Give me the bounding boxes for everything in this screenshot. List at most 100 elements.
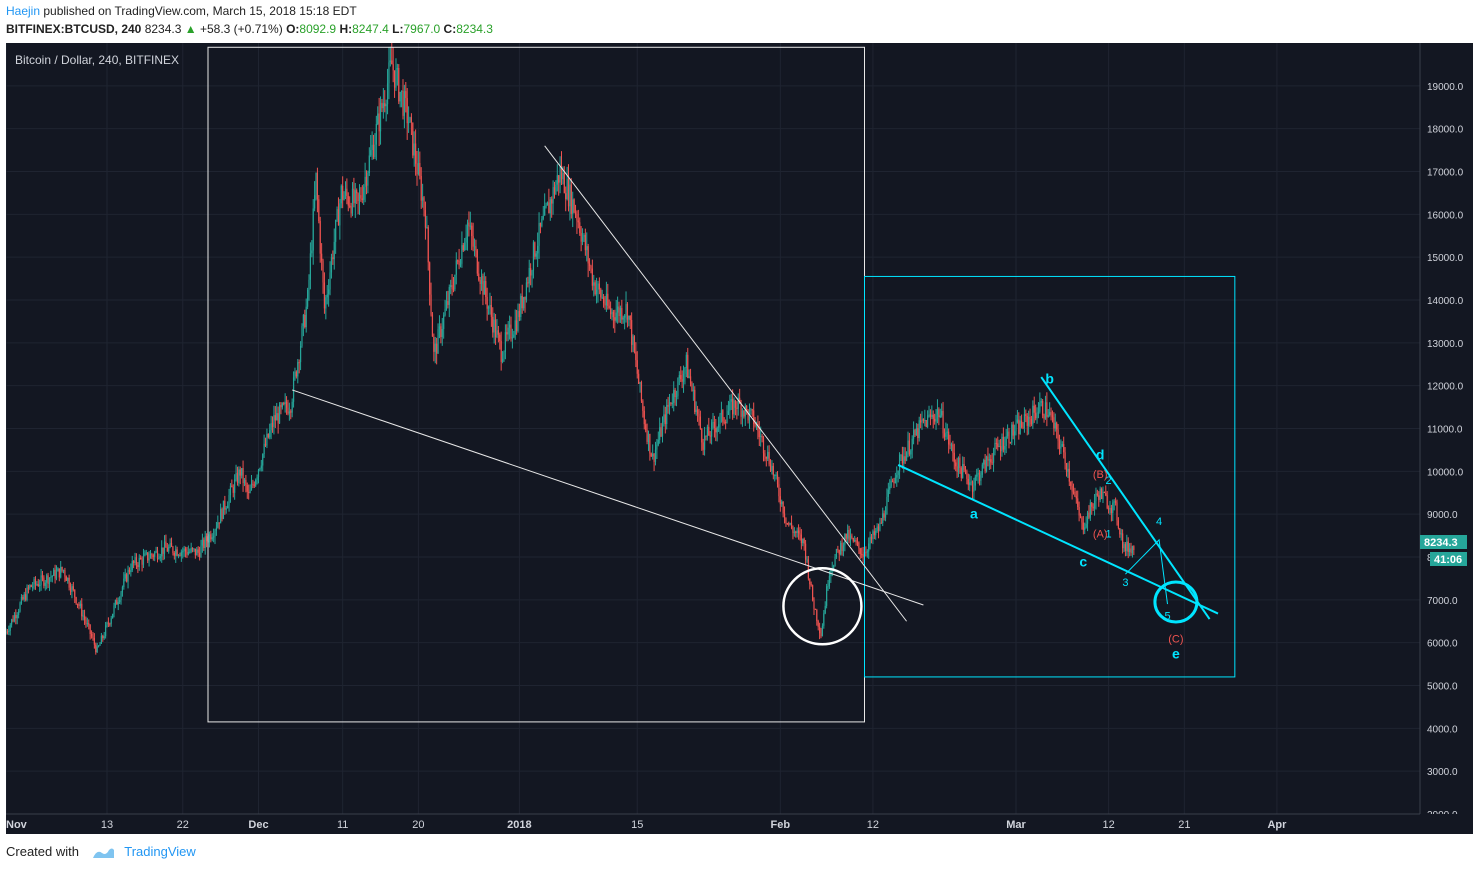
candle-body — [205, 536, 208, 542]
candle-body — [1002, 436, 1004, 450]
candle-body — [400, 90, 403, 92]
wave-label-4: 4 — [1156, 516, 1162, 528]
candle-body — [710, 422, 713, 437]
candle-body — [893, 481, 895, 484]
candle-body — [783, 513, 786, 518]
price-axis[interactable] — [1420, 43, 1473, 814]
candle-body — [820, 633, 822, 637]
candle-body — [353, 188, 355, 204]
candle-body — [508, 324, 511, 328]
candle-body — [220, 509, 222, 524]
candle-body — [358, 195, 361, 201]
candle-body — [992, 452, 995, 463]
candle-body — [103, 636, 105, 639]
candle-body — [500, 341, 502, 362]
candle-body — [605, 293, 607, 306]
candle-body — [647, 433, 650, 442]
candle-body — [799, 533, 801, 535]
candle-body — [837, 548, 839, 550]
time-axis[interactable] — [6, 814, 1420, 834]
candle-body — [656, 444, 658, 450]
candle-body — [999, 446, 1002, 452]
candle-body — [978, 472, 981, 481]
candle-body — [775, 474, 777, 476]
candle-body — [774, 474, 776, 476]
candle-body — [652, 453, 654, 457]
chart-area[interactable]: 2000.03000.04000.05000.06000.07000.08000… — [6, 43, 1473, 834]
candle-body — [924, 420, 926, 422]
candle-body — [530, 267, 532, 276]
candle-body — [225, 508, 227, 510]
author-link[interactable]: Haejin — [6, 4, 41, 18]
candle-body — [510, 324, 512, 339]
candle-body — [124, 574, 126, 579]
candle-body — [172, 546, 174, 554]
candle-body — [524, 296, 526, 300]
candle-body — [335, 220, 337, 242]
candle-body — [1019, 420, 1021, 435]
candle-body — [228, 495, 230, 506]
candle-body — [493, 319, 495, 333]
candle-body — [757, 424, 759, 431]
candle-body — [311, 250, 313, 254]
candle-body — [263, 443, 265, 455]
candle-body — [113, 605, 115, 614]
tradingview-link[interactable]: TradingView — [124, 844, 196, 859]
candle-body — [409, 117, 411, 123]
candle-body — [922, 418, 925, 421]
candle-body — [203, 539, 205, 548]
candle-body — [86, 623, 88, 625]
candle-body — [395, 69, 397, 88]
candle-body — [137, 564, 139, 568]
candle-body — [793, 531, 795, 533]
candle-body — [120, 592, 122, 600]
candle-body — [600, 289, 602, 298]
candle-body — [249, 489, 251, 494]
candle-body — [162, 547, 164, 554]
candle-body — [465, 236, 467, 243]
candle-body — [1005, 436, 1007, 446]
candle-body — [328, 289, 330, 295]
candle-body — [445, 301, 448, 310]
y-tick-label: 19000.0 — [1427, 82, 1464, 93]
candle-body — [186, 551, 188, 555]
candle-body — [964, 469, 967, 472]
candle-body — [723, 421, 725, 423]
candle-body — [699, 416, 701, 429]
candle-body — [57, 568, 59, 572]
candle-body — [1037, 411, 1040, 415]
candle-body — [959, 457, 961, 468]
candle-body — [499, 334, 501, 342]
candle-body — [1107, 508, 1110, 510]
candle-body — [562, 173, 564, 180]
candle-body — [46, 575, 48, 583]
candle-body — [712, 421, 714, 423]
candle-body — [703, 435, 706, 450]
candle-body — [826, 586, 828, 606]
price-chart[interactable]: 2000.03000.04000.05000.06000.07000.08000… — [6, 43, 1473, 834]
candle-body — [102, 635, 104, 639]
candle-body — [75, 597, 77, 604]
candle-body — [920, 420, 922, 423]
candle-body — [173, 553, 175, 556]
candle-body — [321, 253, 323, 261]
candle-body — [165, 541, 167, 548]
candle-body — [847, 529, 849, 539]
candle-body — [457, 260, 459, 262]
candle-body — [119, 599, 121, 603]
candle-body — [974, 476, 976, 486]
candle-body — [841, 542, 843, 552]
candle-body — [117, 602, 119, 605]
candle-body — [949, 444, 951, 446]
candle-body — [713, 421, 716, 428]
candle-body — [235, 472, 237, 480]
wave-label-5: 5 — [1164, 611, 1170, 623]
x-tick-label: 11 — [337, 819, 348, 831]
candle-body — [88, 623, 90, 625]
candle-body — [1067, 468, 1069, 472]
candle-body — [210, 534, 212, 540]
candle-body — [649, 433, 651, 454]
candle-body — [934, 418, 936, 422]
candle-body — [1093, 500, 1096, 509]
candle-body — [76, 603, 79, 605]
